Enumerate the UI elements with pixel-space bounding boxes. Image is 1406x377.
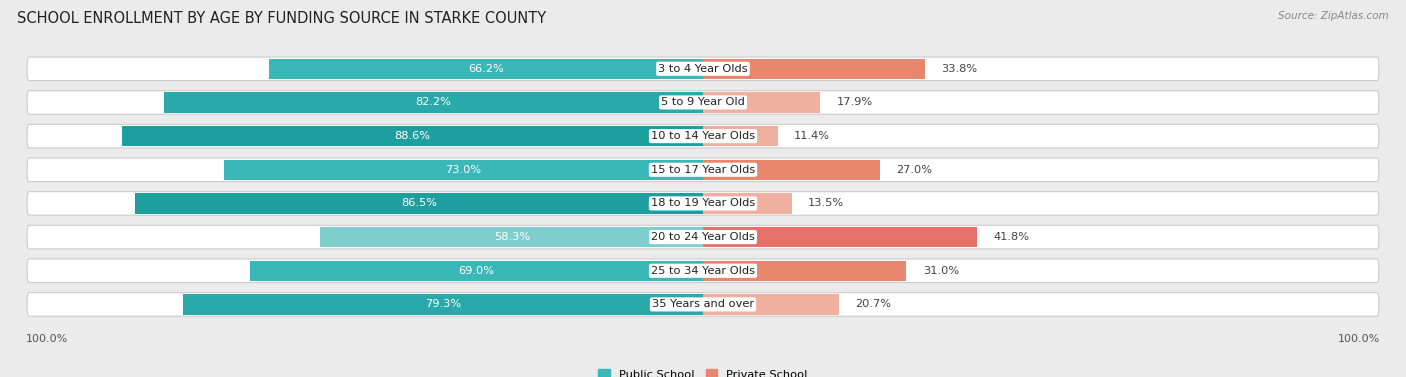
Text: 20.7%: 20.7% (855, 299, 891, 310)
Bar (703, 126, 778, 146)
Text: 73.0%: 73.0% (446, 165, 482, 175)
Text: 69.0%: 69.0% (458, 266, 495, 276)
Text: 15 to 17 Year Olds: 15 to 17 Year Olds (651, 165, 755, 175)
Bar (163, 92, 703, 113)
Text: 25 to 34 Year Olds: 25 to 34 Year Olds (651, 266, 755, 276)
Text: 3 to 4 Year Olds: 3 to 4 Year Olds (658, 64, 748, 74)
Text: 31.0%: 31.0% (922, 266, 959, 276)
Text: 79.3%: 79.3% (425, 299, 461, 310)
FancyBboxPatch shape (27, 192, 1379, 215)
FancyBboxPatch shape (27, 259, 1379, 282)
Bar (250, 261, 703, 281)
Text: 58.3%: 58.3% (494, 232, 530, 242)
Text: 11.4%: 11.4% (794, 131, 830, 141)
Text: 35 Years and over: 35 Years and over (652, 299, 754, 310)
FancyBboxPatch shape (27, 293, 1379, 316)
Text: Source: ZipAtlas.com: Source: ZipAtlas.com (1278, 11, 1389, 21)
Bar (122, 126, 703, 146)
Bar (269, 59, 703, 79)
Legend: Public School, Private School: Public School, Private School (593, 365, 813, 377)
Bar (703, 261, 907, 281)
Text: 18 to 19 Year Olds: 18 to 19 Year Olds (651, 198, 755, 208)
Text: 5 to 9 Year Old: 5 to 9 Year Old (661, 98, 745, 107)
Text: SCHOOL ENROLLMENT BY AGE BY FUNDING SOURCE IN STARKE COUNTY: SCHOOL ENROLLMENT BY AGE BY FUNDING SOUR… (17, 11, 546, 26)
Text: 41.8%: 41.8% (994, 232, 1029, 242)
Bar (703, 227, 977, 247)
Text: 13.5%: 13.5% (808, 198, 844, 208)
FancyBboxPatch shape (27, 124, 1379, 148)
Bar (703, 193, 792, 213)
FancyBboxPatch shape (27, 225, 1379, 249)
FancyBboxPatch shape (27, 158, 1379, 182)
Bar (321, 227, 703, 247)
Bar (135, 193, 703, 213)
Bar (183, 294, 703, 314)
Bar (703, 59, 925, 79)
FancyBboxPatch shape (27, 57, 1379, 81)
Text: 20 to 24 Year Olds: 20 to 24 Year Olds (651, 232, 755, 242)
Text: 86.5%: 86.5% (401, 198, 437, 208)
FancyBboxPatch shape (27, 91, 1379, 114)
Bar (703, 294, 839, 314)
Text: 10 to 14 Year Olds: 10 to 14 Year Olds (651, 131, 755, 141)
Text: 33.8%: 33.8% (941, 64, 977, 74)
Bar (703, 160, 880, 180)
Text: 88.6%: 88.6% (394, 131, 430, 141)
Text: 66.2%: 66.2% (468, 64, 503, 74)
Bar (703, 92, 821, 113)
Text: 27.0%: 27.0% (897, 165, 932, 175)
Text: 82.2%: 82.2% (415, 98, 451, 107)
Text: 17.9%: 17.9% (837, 98, 873, 107)
Bar (224, 160, 703, 180)
